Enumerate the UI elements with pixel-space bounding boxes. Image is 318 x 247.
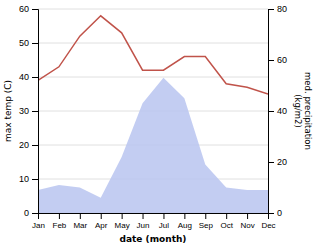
x-tick: Jan <box>32 213 45 230</box>
x-tick: Oct <box>220 213 233 230</box>
tick-mark <box>268 9 274 10</box>
y2-tick: 80 <box>268 4 287 14</box>
y2-axis-title: med. precipitation(kg/m2) <box>293 72 313 150</box>
tick-mark <box>205 213 206 219</box>
x-tick-label: May <box>115 221 130 230</box>
x-axis: Jan Feb Mar Apr May Jun Jul Aug Sep Oct Nov Dec <box>32 213 276 230</box>
y-tick: 20 <box>19 140 38 150</box>
tick-mark <box>268 213 274 214</box>
x-tick-label: Sep <box>199 221 214 230</box>
x-tick: Mar <box>73 213 87 230</box>
x-tick-label: Mar <box>73 221 87 230</box>
tick-mark <box>268 111 274 112</box>
grid-line <box>38 9 268 10</box>
y2-axis-title-line: med. precipitation <box>303 72 313 150</box>
x-tick: Jun <box>137 213 150 230</box>
tick-mark <box>32 111 38 112</box>
y-axis-title: max temp (C) <box>3 80 13 142</box>
y-tick-label: 30 <box>19 106 29 116</box>
x-axis-title: date (month) <box>120 234 187 244</box>
grid-line <box>38 43 268 44</box>
x-tick: Sep <box>199 213 214 230</box>
x-tick-label: Oct <box>220 221 233 230</box>
plot: JanFebMarAprMayJunJulAugSepOctNovDec0102… <box>3 4 313 244</box>
tick-mark <box>32 213 38 214</box>
precipitation-area <box>38 78 268 213</box>
tick-mark <box>143 213 144 219</box>
y-tick-label: 10 <box>19 174 29 184</box>
y-tick-label: 20 <box>19 140 29 150</box>
x-tick: Feb <box>53 213 67 230</box>
y-tick: 40 <box>19 72 38 82</box>
tick-mark <box>32 145 38 146</box>
marks <box>38 16 268 213</box>
y-tick: 50 <box>19 38 38 48</box>
tick-mark <box>163 213 164 219</box>
y-tick: 60 <box>19 4 38 14</box>
tick-mark <box>32 43 38 44</box>
y-tick: 10 <box>19 174 38 184</box>
y2-tick: 20 <box>268 157 287 167</box>
chart: JanFebMarAprMayJunJulAugSepOctNovDec0102… <box>0 0 318 247</box>
x-tick-label: Jul <box>159 221 169 230</box>
x-tick: Jul <box>159 213 169 230</box>
tick-mark <box>80 213 81 219</box>
y2-tick-label: 0 <box>277 208 282 218</box>
tick-mark <box>122 213 123 219</box>
x-tick-label: Jan <box>32 221 45 230</box>
tick-mark <box>268 60 274 61</box>
tick-mark <box>32 9 38 10</box>
y-tick-label: 0 <box>24 208 29 218</box>
y2-tick: 60 <box>268 55 287 65</box>
x-tick-label: Apr <box>95 221 108 230</box>
x-tick: Dec <box>261 213 275 230</box>
y2-axis-title-line: (kg/m2) <box>293 94 303 128</box>
y2-axis: 0 20 40 60 80 <box>268 4 287 218</box>
y-tick-label: 60 <box>19 4 29 14</box>
x-tick: Aug <box>178 213 192 230</box>
y2-tick-label: 20 <box>277 157 287 167</box>
y-tick: 30 <box>19 106 38 116</box>
y-tick-label: 40 <box>19 72 29 82</box>
x-tick: May <box>115 213 130 230</box>
y2-tick-label: 80 <box>277 4 287 14</box>
temperature-line <box>38 16 268 94</box>
x-tick-label: Dec <box>261 221 275 230</box>
tick-mark <box>101 213 102 219</box>
x-tick: Nov <box>240 213 254 230</box>
grid <box>38 9 268 213</box>
tick-mark <box>32 77 38 78</box>
tick-mark <box>247 213 248 219</box>
y2-tick-label: 40 <box>277 106 287 116</box>
y-tick: 0 <box>24 208 38 218</box>
y-axis: 0 10 20 30 40 50 60 <box>19 4 39 218</box>
tick-mark <box>268 162 274 163</box>
y2-tick-label: 60 <box>277 55 287 65</box>
tick-mark <box>32 179 38 180</box>
x-tick-label: Aug <box>178 221 192 230</box>
grid-line <box>38 77 268 78</box>
x-tick: Apr <box>95 213 108 230</box>
tick-mark <box>184 213 185 219</box>
axis-line <box>39 214 269 220</box>
axis-line <box>269 10 275 214</box>
x-tick-label: Nov <box>240 221 254 230</box>
x-tick-label: Jun <box>137 221 150 230</box>
y-tick-label: 50 <box>19 38 29 48</box>
y2-tick: 0 <box>268 208 282 218</box>
axis-line <box>32 10 39 214</box>
x-tick-label: Feb <box>53 221 67 230</box>
y2-tick: 40 <box>268 106 287 116</box>
tick-mark <box>59 213 60 219</box>
tick-mark <box>226 213 227 219</box>
